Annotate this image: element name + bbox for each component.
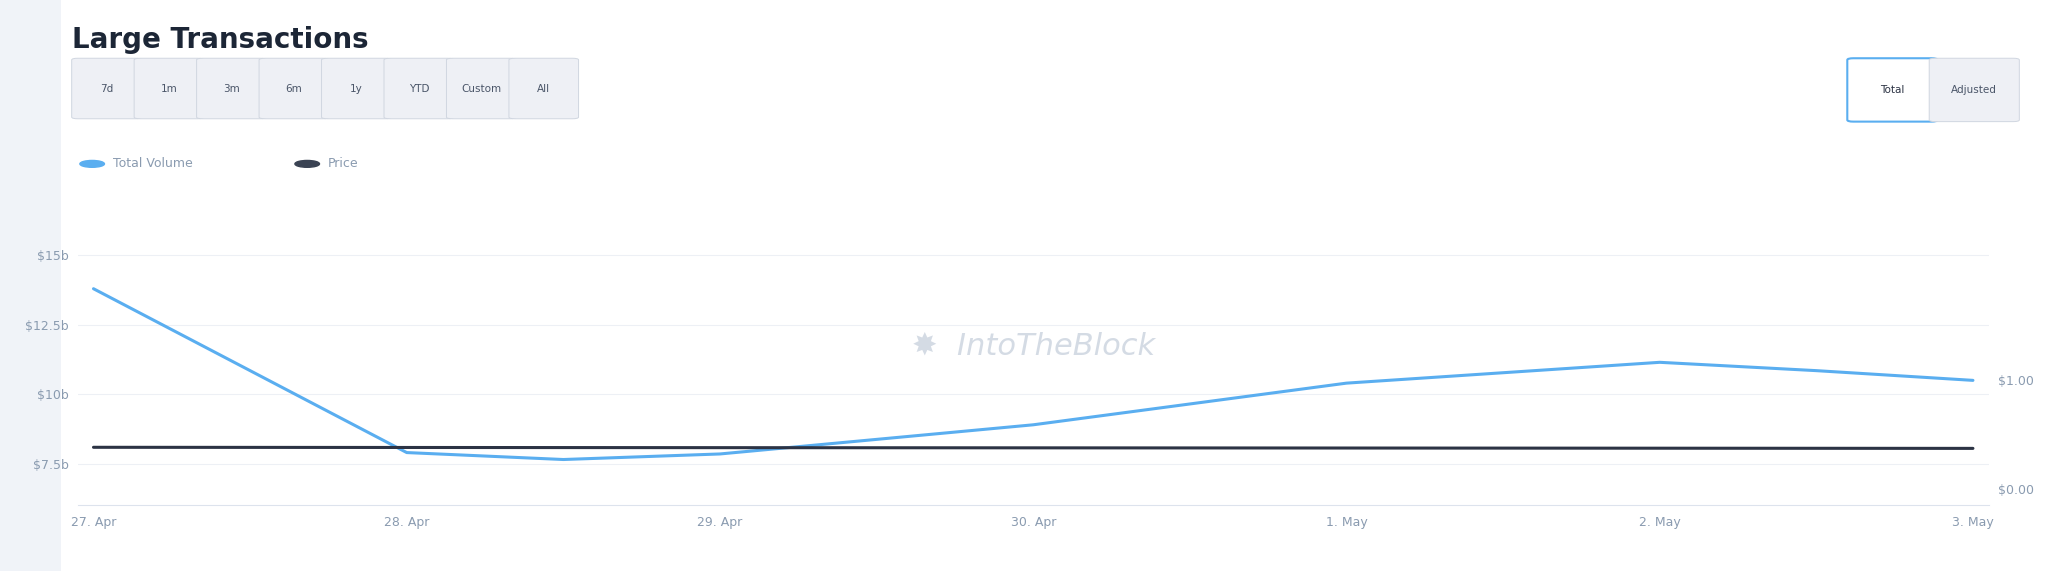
Text: Price: Price: [328, 158, 358, 170]
Text: YTD: YTD: [408, 83, 430, 94]
Text: 6m: 6m: [285, 83, 303, 94]
Text: 1m: 1m: [160, 83, 178, 94]
Text: Large Transactions: Large Transactions: [72, 26, 369, 54]
Text: Total Volume: Total Volume: [113, 158, 193, 170]
Text: All: All: [537, 83, 551, 94]
Text: Adjusted: Adjusted: [1952, 85, 1997, 95]
Text: 3m: 3m: [223, 83, 240, 94]
Text: 1y: 1y: [350, 83, 362, 94]
Text: ✸  IntoTheBlock: ✸ IntoTheBlock: [911, 332, 1155, 361]
Text: 7d: 7d: [100, 83, 113, 94]
Text: Total: Total: [1880, 85, 1905, 95]
Text: Custom: Custom: [461, 83, 502, 94]
